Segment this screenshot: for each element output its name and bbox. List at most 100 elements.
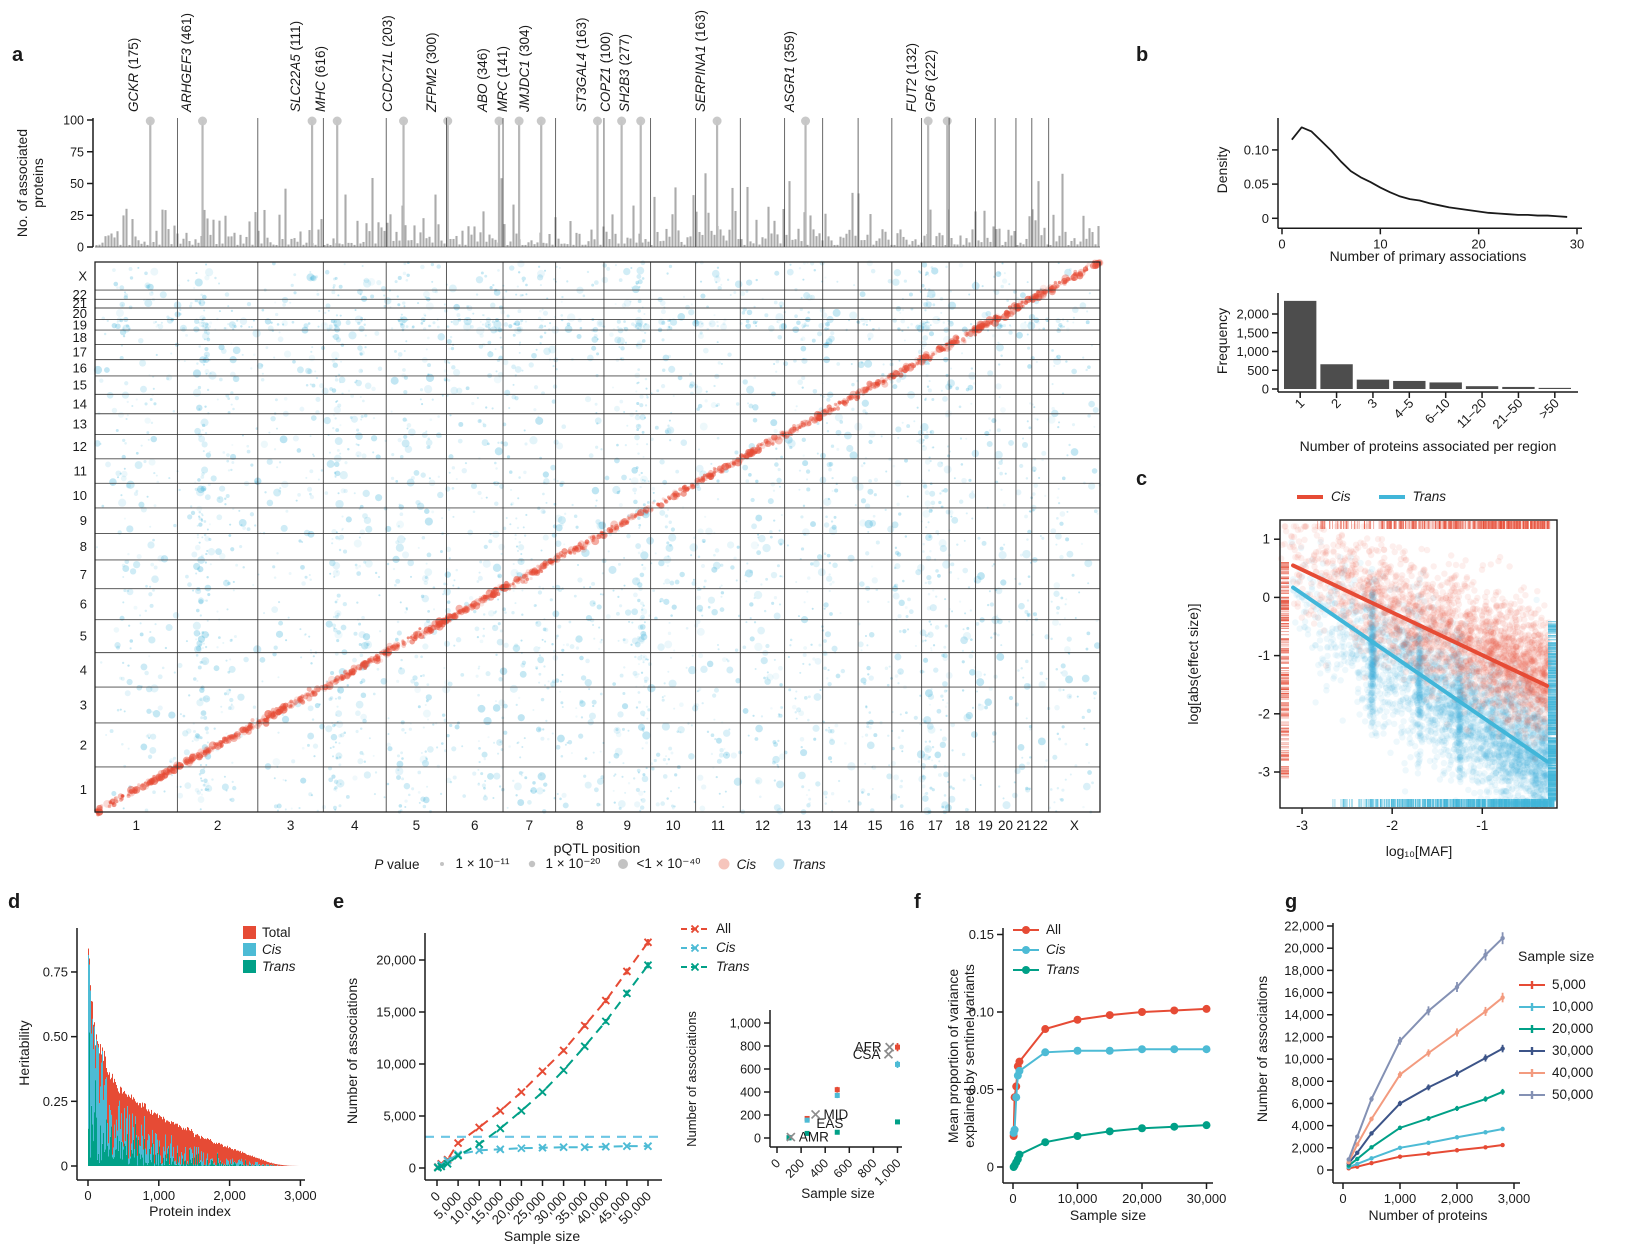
g-legend-4-label: 40,000 [1552, 1065, 1594, 1080]
panel-label-b: b [1136, 44, 1149, 66]
g-legend-4: 40,000 [1518, 1065, 1593, 1080]
g-legend-1: 10,000 [1518, 999, 1593, 1014]
f-legend: All Cis Trans [1012, 922, 1080, 977]
c-rug [1281, 521, 1556, 807]
a-grid-scatter [93, 259, 1104, 817]
b-freq-xlabel: Number of proteins associated per region [1299, 438, 1557, 454]
panel-b-density: 00.050.100 10 20 30 [1244, 118, 1584, 251]
a-legend-size-2: <1 × 10⁻⁴⁰ [616, 856, 701, 872]
panel-a: 0 25 50 75 100 112233445566778899101011111212… [63, 114, 1104, 833]
b-freq-ylabel: Frequency [1214, 307, 1230, 375]
a-legend-size-1-label: 1 × 10⁻²⁰ [545, 856, 601, 871]
f-xlabel: Sample size [1069, 1207, 1147, 1223]
g-legend: Sample size 5,000 10,000 20,000 30,000 40,00… [1518, 948, 1594, 1102]
gene-annotation-ABO: ABO (346) [475, 48, 490, 112]
gene-annotation-FUT2: FUT2 (132) [904, 42, 920, 112]
gene-annotation-ST3GAL4: ST3GAL4 (163) [573, 17, 589, 112]
gene-annotation-JMJDC1: JMJDC1 (304) [517, 24, 533, 112]
gene-annotation-MHC: MHC (616) [313, 45, 329, 112]
gene-annotation-ASGR1: ASGR1 (359) [781, 30, 797, 112]
gene-annotation-SH2B3: SH2B3 (277) [616, 33, 632, 112]
e-legend-cis-marker [680, 941, 710, 955]
a-legend-size-2-marker [616, 857, 630, 871]
c-legend-trans: Trans [1377, 489, 1447, 504]
svg-text:75: 75 [70, 145, 84, 159]
g-legend-2-marker [1518, 1023, 1546, 1035]
a-top-bars: 0 25 50 75 100 [63, 114, 1100, 255]
g-ylabel: Number of associations [1254, 975, 1270, 1123]
g-xlabel: Number of proteins [1368, 1207, 1488, 1223]
panel-label-c: c [1136, 468, 1148, 490]
panel-label-a: a [12, 44, 24, 66]
d-legend-trans-label: Trans [262, 959, 296, 974]
a-legend-size-1: 1 × 10⁻²⁰ [525, 856, 600, 872]
g-legend-1-marker [1518, 1001, 1546, 1013]
gene-annotation-GCKR: GCKR (175) [126, 37, 142, 112]
e-legend-all-label: All [716, 921, 732, 936]
c-legend-trans-label: Trans [1412, 489, 1447, 504]
d-legend-total-label: Total [262, 925, 291, 940]
f-legend-cis-label: Cis [1046, 942, 1066, 957]
gene-annotation-MRC: MRC (141) [495, 45, 511, 112]
d-legend-cis: Cis [243, 942, 282, 957]
d-legend: Total Cis Trans [243, 925, 296, 974]
gene-annotation-GP6: GP6 (222) [923, 49, 939, 112]
f-legend-trans: Trans [1012, 962, 1080, 977]
d-legend-total-marker [243, 926, 256, 939]
a-legend-size-0-marker [435, 857, 449, 871]
e-ylabel: Number of associations [344, 977, 360, 1125]
g-legend-0-marker [1518, 979, 1546, 991]
gene-annotation-COPZ1: COPZ1 (100) [597, 31, 613, 112]
d-legend-trans: Trans [243, 959, 296, 974]
g-legend-3: 30,000 [1518, 1043, 1593, 1058]
c-scatter [1278, 523, 1554, 808]
a-grid-lines: 1122334455667788991010111112121313141415… [73, 261, 1101, 833]
g-legend-0-label: 5,000 [1552, 977, 1586, 992]
g-legend-5-marker [1518, 1089, 1546, 1101]
d-xlabel: Protein index [149, 1203, 231, 1219]
f-legend-trans-marker [1012, 963, 1040, 977]
f-legend-all: All [1012, 922, 1061, 937]
a-xlabel: pQTL position [553, 840, 641, 856]
d-legend-cis-marker [243, 943, 256, 956]
gene-annotation-ZFPM2: ZFPM2 (300) [423, 32, 439, 112]
gene-annotation-CCDC71L: CCDC71L (203) [379, 15, 395, 112]
panel-label-d: d [8, 891, 21, 913]
a-legend-size-0-label: 1 × 10⁻¹¹ [455, 856, 510, 871]
a-pvalue-legend: P value 1 × 10⁻¹¹ 1 × 10⁻²⁰ <1 × 10⁻⁴⁰ Cis Tr… [330, 856, 870, 872]
f-legend-cis-marker [1012, 943, 1040, 957]
c-legend: Cis Trans [1295, 489, 1446, 504]
e-xlabel: Sample size [503, 1228, 581, 1244]
c-ylabel: log[abs(effect size)] [1185, 603, 1201, 725]
g-legend-4-marker [1518, 1067, 1546, 1079]
svg-text:50: 50 [70, 177, 84, 191]
f-legend-trans-label: Trans [1046, 962, 1080, 977]
c-legend-cis-marker [1295, 493, 1325, 501]
panel-g: 02,0004,0006,0008,00010,00012,00014,0001… [1284, 919, 1530, 1206]
a-legend-trans-marker [772, 857, 786, 871]
f-legend-cis: Cis [1012, 942, 1066, 957]
panel-e-main: 05,00010,00015,00020,00005,00010,00015,0… [376, 933, 662, 1227]
gene-annotation-SERPINA1: SERPINA1 (163) [693, 9, 709, 112]
panel-c: 10-1-2-3-3 -2 -1 [1258, 519, 1558, 833]
gene-annotation-ARHGEF3: ARHGEF3 (461) [178, 12, 194, 112]
f-ylabel: Mean proportion of variance explained by… [945, 964, 977, 1148]
g-legend-3-marker [1518, 1045, 1546, 1057]
a-legend-cis: Cis [717, 857, 756, 872]
g-legend-5-label: 50,000 [1552, 1087, 1594, 1102]
a-bars-ylabel: No. of associated proteins [14, 128, 46, 238]
c-legend-cis: Cis [1295, 489, 1351, 504]
f-legend-all-marker [1012, 923, 1040, 937]
e-legend-trans: Trans [680, 959, 750, 974]
svg-text:0: 0 [77, 241, 84, 255]
panel-label-g: g [1285, 891, 1298, 913]
panel-label-f: f [914, 891, 921, 913]
a-legend-size-1-marker [525, 857, 539, 871]
g-legend-title: Sample size [1518, 948, 1595, 964]
d-legend-trans-marker [243, 960, 256, 973]
a-legend-pvalue-label: P value [374, 856, 420, 872]
